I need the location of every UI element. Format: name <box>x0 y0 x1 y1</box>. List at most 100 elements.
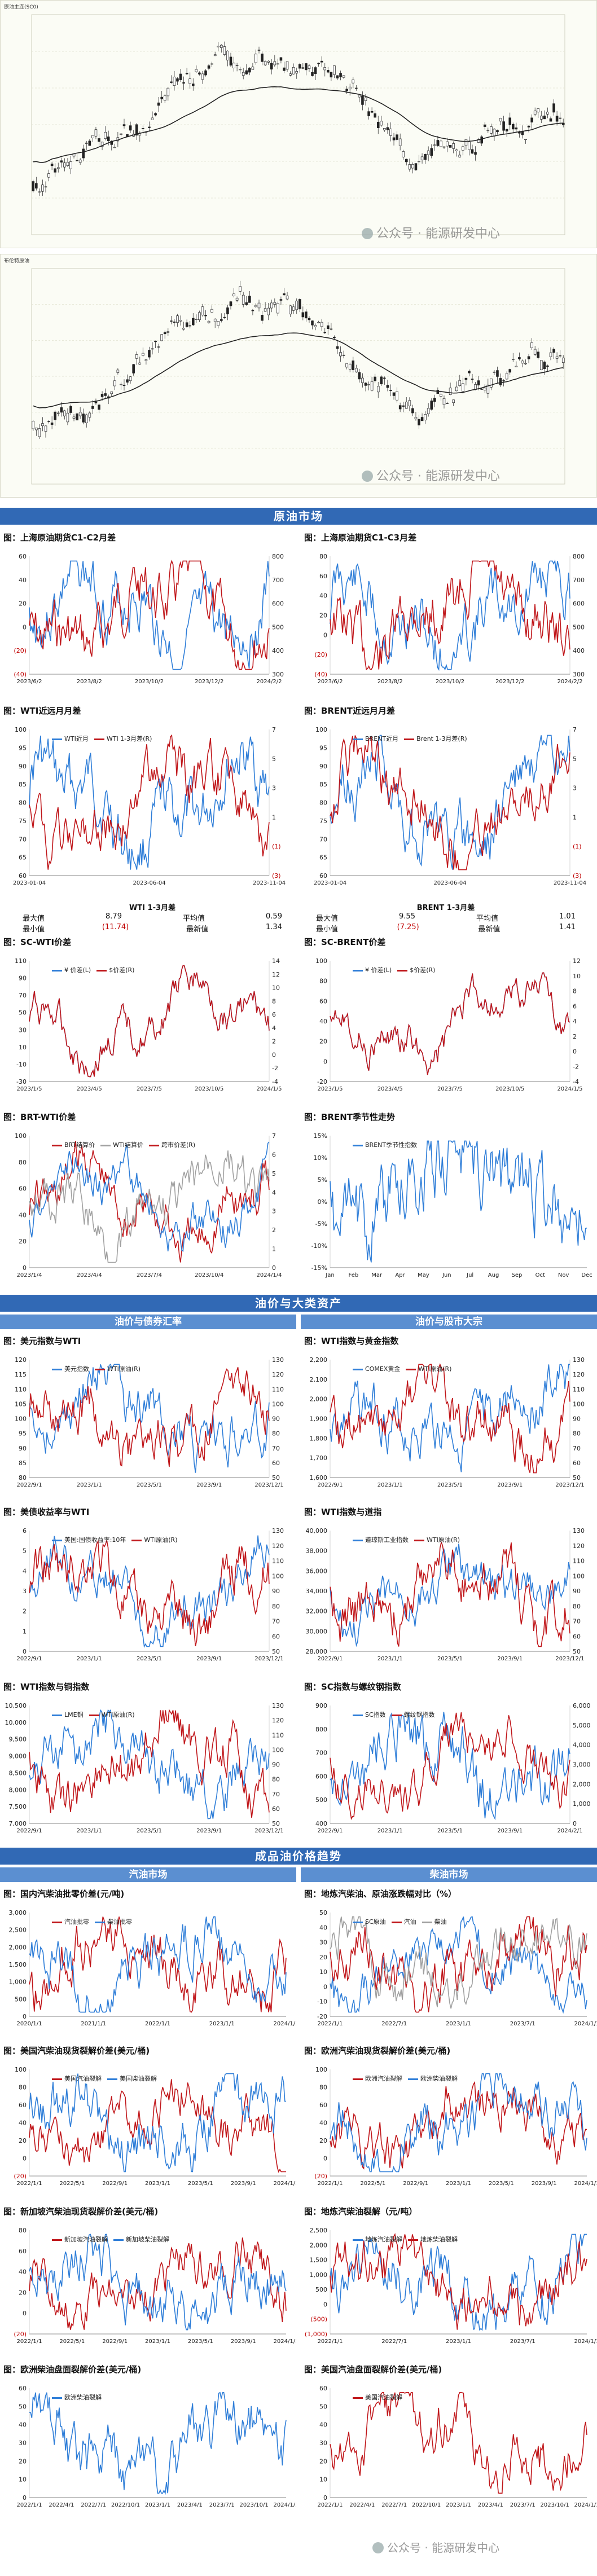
candle <box>170 75 173 84</box>
y-tick-label: 3,000 <box>9 1909 27 1916</box>
y-tick-label: 60 <box>19 1185 27 1193</box>
candle <box>442 395 446 409</box>
candle <box>245 296 248 306</box>
y2-tick-label: (3) <box>573 872 582 880</box>
y2-tick-label: 120 <box>573 1371 585 1378</box>
x-tick-label: 2023/10/4 <box>195 1272 223 1278</box>
y2-tick-label: 60 <box>573 1460 581 1467</box>
candle <box>116 368 120 375</box>
y-tick-label: 90 <box>319 763 327 770</box>
y2-tick-label: 8 <box>573 988 577 995</box>
subsection-assets-right: 油价与股市大宗 <box>301 1315 597 1329</box>
y-tick-label: 60 <box>19 2248 27 2255</box>
candle <box>323 328 327 334</box>
y-tick-label: -10 <box>317 1998 327 2006</box>
candle <box>179 315 182 326</box>
chart-title: 图：WTI近远月月差 <box>3 706 81 716</box>
y-tick-label: 85 <box>319 781 327 788</box>
chart-panel-c2: 图：上海原油期货C1-C3月差 80 60 40 20 0 (20) (40) 800 700 60… <box>301 529 597 696</box>
y-tick-label: 60 <box>19 2102 27 2109</box>
candle <box>546 364 549 371</box>
x-tick-label: 2023/10/1 <box>540 2502 569 2508</box>
y-tick-label: (40) <box>14 671 27 678</box>
x-tick-label: 2022/9/1 <box>403 2181 428 2187</box>
series-line-1 <box>330 1140 587 1263</box>
candle <box>374 110 376 118</box>
chart-legend: COMEX黄金 WTI原油(R) <box>353 1364 451 1373</box>
legend-item: WTI结算价 <box>100 1140 143 1149</box>
x-tick-label: 2024/1/1 <box>274 2502 296 2508</box>
legend-item: BRT结算价 <box>52 1140 95 1149</box>
y-tick-label: 2,500 <box>9 1927 27 1934</box>
x-tick-label: 2023/9/1 <box>497 1828 523 1834</box>
candle <box>345 363 348 370</box>
x-tick-label: 2022/4/1 <box>49 2502 74 2508</box>
candle <box>47 420 50 424</box>
candle <box>179 69 182 82</box>
y2-tick-label: 60 <box>272 1460 280 1467</box>
chart-legend: 美国汽油裂解 美国柴油裂解 <box>52 2074 157 2083</box>
candle <box>392 133 396 146</box>
candle <box>389 122 392 142</box>
candle <box>458 375 462 387</box>
y-tick-label: 20 <box>319 2458 327 2465</box>
candle <box>339 346 342 362</box>
candle <box>113 376 116 390</box>
legend-item: 地炼柴油裂解 <box>408 2235 458 2244</box>
y2-tick-label: 14 <box>272 957 280 965</box>
candle <box>477 138 480 143</box>
y-tick-label: 40 <box>19 577 27 584</box>
candle <box>352 77 355 89</box>
x-tick-label: 2023/9/1 <box>497 1482 523 1488</box>
candle <box>301 306 305 320</box>
y2-tick-label: 60 <box>573 1633 581 1640</box>
candle <box>405 397 408 409</box>
x-tick-label: 2022/10/1 <box>111 2502 140 2508</box>
candle <box>330 72 333 81</box>
series-line-2 <box>330 560 570 670</box>
y-tick-label: 30 <box>319 2439 327 2447</box>
y2-tick-label: 1,000 <box>573 1800 591 1808</box>
candle <box>496 366 499 383</box>
x-tick-label: 2023/9/1 <box>532 2181 557 2187</box>
candle <box>402 402 405 412</box>
candle <box>182 76 185 90</box>
candle <box>261 310 264 324</box>
chart-legend: BRENT季节性指数 <box>353 1140 417 1149</box>
y-tick-label: 1 <box>23 1628 27 1635</box>
candle <box>163 94 166 103</box>
candle <box>78 158 82 165</box>
candle <box>132 363 135 376</box>
y-tick-label: 40 <box>319 1924 327 1931</box>
chart-legend: 美国:国债收益率:10年 WTI原油(R) <box>52 1535 178 1544</box>
candle <box>471 144 474 155</box>
y-tick-label: 65 <box>319 854 327 861</box>
y2-tick-label: 80 <box>573 1603 581 1610</box>
y2-tick-label: 10 <box>573 973 581 980</box>
candle <box>82 408 85 425</box>
y-tick-label: 100 <box>15 1132 27 1140</box>
x-tick-label: 2022/5/1 <box>59 2181 85 2187</box>
candle <box>47 169 50 182</box>
y2-tick-label: 50 <box>573 1648 581 1655</box>
x-tick-label: 2022/7/1 <box>381 2021 407 2027</box>
y-tick-label: 20 <box>319 2137 327 2144</box>
candle <box>327 322 330 335</box>
x-tick-label: 2023/10/5 <box>495 1086 524 1092</box>
candle <box>559 350 561 358</box>
candle <box>188 321 192 329</box>
y-tick-label: 10 <box>19 1044 27 1051</box>
candle <box>361 373 364 388</box>
candle <box>376 381 380 398</box>
chart-panel-c11: 图：美债收益率与WTI 6 5 4 3 2 1 0 130 120 110 100 90 80 70 60 50… <box>0 1504 296 1673</box>
chart-svg: 100 80 60 40 20 0 (20)2022/1/1 2022/5/1 2022/9/1… <box>14 2066 296 2187</box>
candle <box>91 135 94 142</box>
y2-tick-label: 90 <box>573 1416 581 1423</box>
chart-svg: 15% 10% 5% 0% -5% -10% -15%Jan Feb Mar Apr May Jun J… <box>311 1132 592 1278</box>
y-tick-label: 0 <box>23 2310 27 2317</box>
y2-tick-label: 100 <box>272 1572 284 1580</box>
candle <box>515 361 518 367</box>
y2-tick-label: 1 <box>573 814 577 821</box>
chart-legend: 美元指数 WTI原油(R) <box>52 1364 141 1373</box>
